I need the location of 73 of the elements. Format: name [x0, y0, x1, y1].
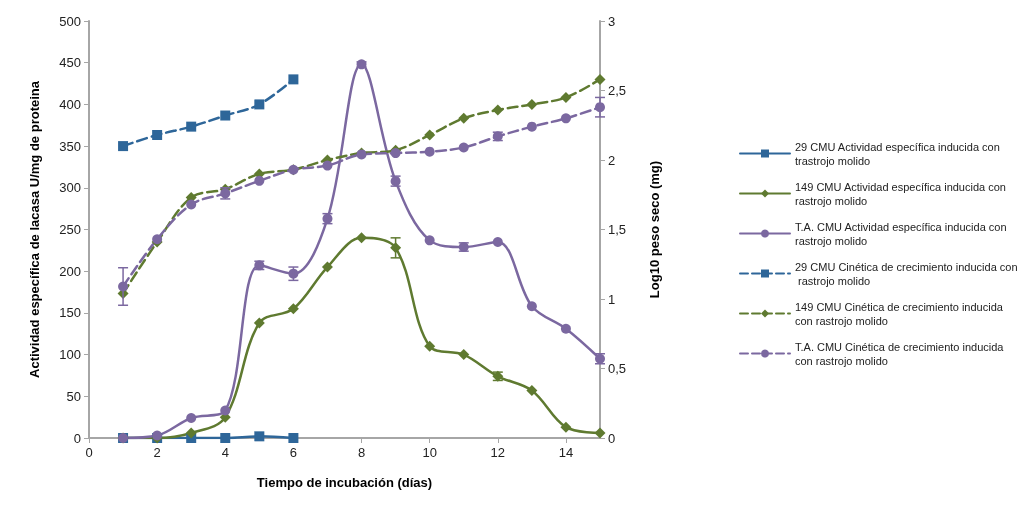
point	[458, 349, 470, 361]
y-tick-label: 100	[59, 347, 81, 363]
point	[322, 160, 333, 171]
x-tick-label: 10	[422, 445, 437, 460]
y2-tick-label: 2,5	[608, 83, 627, 98]
point	[526, 301, 537, 312]
x-tick-label: 6	[289, 445, 298, 460]
legend-label: T.A. CMU Cinética de crecimiento inducida con rastrojo molido	[795, 340, 1007, 367]
point	[424, 129, 436, 141]
y2-tick-label: 0	[608, 430, 616, 446]
y2-tick-label: 1	[608, 291, 616, 307]
y2-tick-label: 2	[608, 152, 616, 168]
y-tick-label: 400	[59, 96, 81, 112]
point	[424, 235, 435, 246]
x-tick-label: 0	[85, 445, 93, 460]
x-tick-label: 4	[221, 445, 229, 460]
x-tick-label: 12	[490, 445, 506, 460]
point	[118, 141, 129, 152]
y-tick-label: 450	[59, 55, 81, 71]
y2-tick-label: 3	[608, 13, 616, 29]
point	[390, 148, 401, 159]
y-tick-label: 150	[59, 305, 81, 321]
x-tick-label: 8	[357, 445, 366, 460]
y-tick-label: 50	[66, 388, 81, 404]
y2-axis-title: Log10 peso seco (mg)	[647, 160, 662, 299]
x-axis-title: Tiempo de incubación (días)	[256, 475, 433, 490]
point	[526, 98, 538, 110]
legend-label: T.A. CMU Actividad específica inducida con rastrojo molido	[795, 220, 1010, 247]
point	[321, 261, 333, 273]
point	[560, 323, 571, 334]
point	[186, 412, 197, 423]
legend-label: 149 CMU Actividad específica inducida con rastrojo molido	[795, 180, 1010, 207]
point	[288, 74, 299, 85]
point	[492, 104, 504, 116]
point	[560, 113, 571, 124]
y2-tick-label: 0,5	[608, 361, 627, 376]
point	[254, 431, 265, 442]
point	[288, 433, 299, 443]
point	[254, 99, 265, 110]
y-tick-label: 0	[73, 430, 81, 446]
point	[424, 340, 436, 352]
point	[458, 142, 469, 153]
legend-label: 29 CMU Actividad específica inducida con trastrojo molido	[795, 140, 1003, 167]
point	[220, 110, 231, 121]
point	[220, 405, 231, 416]
point	[253, 317, 265, 329]
point	[186, 121, 197, 132]
point	[185, 427, 197, 439]
point	[186, 199, 197, 210]
point	[424, 146, 435, 157]
y-tick-label: 350	[59, 138, 81, 154]
y-tick-label: 200	[59, 263, 81, 279]
point	[254, 175, 265, 186]
y2-tick-label: 1,5	[608, 222, 627, 237]
point	[594, 427, 606, 439]
legend-label: 149 CMU Cinética de crecimiento inducida con rastrojo molido	[795, 300, 1006, 327]
x-tick-label: 2	[153, 445, 161, 460]
y-axis-title: Actividad específica de lacasa U/mg de proteina	[27, 80, 42, 378]
point	[492, 237, 503, 248]
legend-label: 29 CMU Cinética de crecimiento inducida con rastrojo molido	[795, 260, 1018, 287]
point	[526, 121, 537, 132]
point	[560, 91, 572, 103]
point	[220, 433, 231, 443]
point	[526, 384, 538, 396]
x-tick-label: 14	[558, 445, 574, 460]
y-tick-label: 500	[59, 13, 81, 29]
y-tick-label: 250	[59, 222, 81, 237]
point	[152, 129, 163, 140]
point	[560, 421, 572, 433]
point	[594, 73, 606, 85]
point	[287, 303, 299, 315]
point	[458, 112, 470, 124]
y-tick-label: 300	[59, 180, 81, 196]
